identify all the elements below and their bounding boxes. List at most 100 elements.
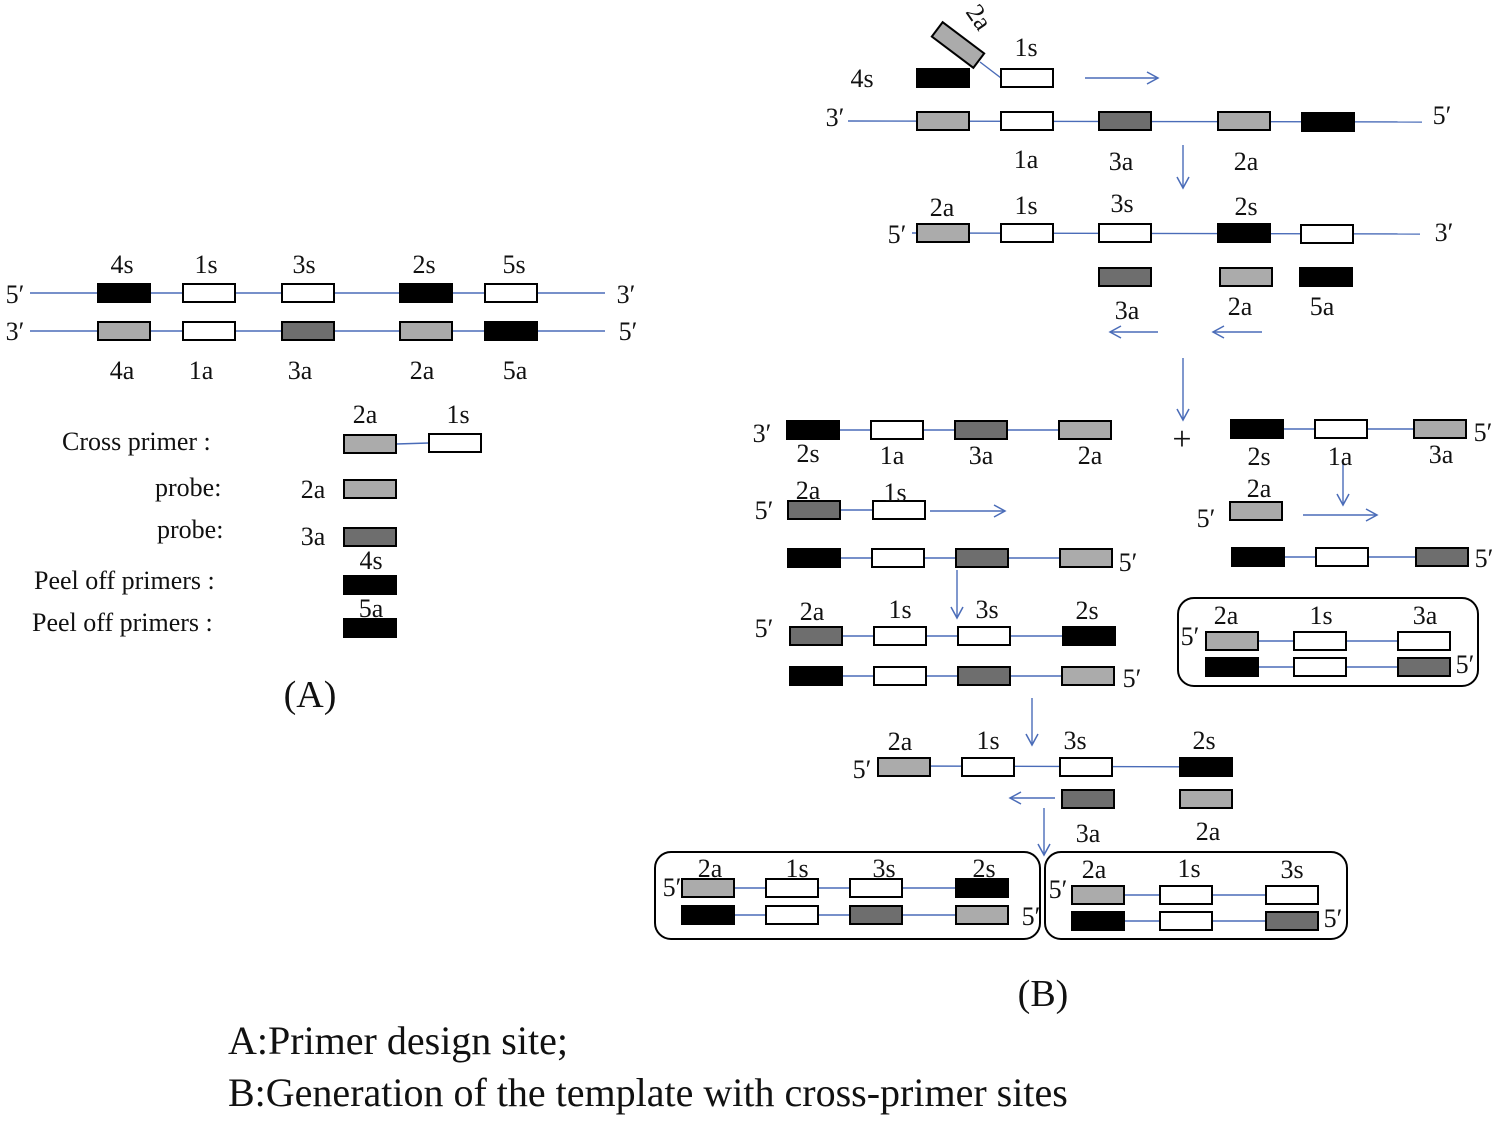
primer-site-box <box>849 878 903 898</box>
primer-site-box <box>957 626 1011 646</box>
primer-site-box <box>1315 547 1369 567</box>
site-label: 2a <box>301 475 326 504</box>
primer-site-box <box>955 878 1009 898</box>
primer-site-box <box>871 548 925 568</box>
product-frame <box>654 851 1041 940</box>
site-label: 3a <box>288 356 313 385</box>
site-label: 3′ <box>6 317 25 346</box>
site-label: 3a <box>1076 819 1101 848</box>
direction-arrows <box>930 71 1379 857</box>
strand-line <box>395 442 430 445</box>
primer-site-box <box>343 618 397 638</box>
primer-site-box <box>955 905 1009 925</box>
site-label: 2a <box>800 597 825 626</box>
site-label: 2a <box>1078 441 1103 470</box>
site-label: 1a <box>880 441 905 470</box>
site-label: 5′ <box>1433 101 1452 130</box>
primer-site-box <box>1229 501 1283 521</box>
primer-site-box <box>1059 757 1113 777</box>
site-label: 2a <box>1196 817 1221 846</box>
site-label: 1s <box>1177 854 1200 883</box>
site-label: 3s <box>1280 855 1303 884</box>
site-label: 2a <box>1247 474 1272 503</box>
primer-site-box <box>1301 112 1355 132</box>
site-label: 1s <box>1014 33 1037 62</box>
primer-site-box <box>1159 885 1213 905</box>
site-label: 3a <box>1115 296 1140 325</box>
site-label: 5′ <box>1324 904 1343 933</box>
site-label: 2s <box>1234 192 1257 221</box>
site-label: 5′ <box>619 317 638 346</box>
primer-site-box <box>870 420 924 440</box>
site-label: 5′ <box>1119 548 1138 577</box>
site-label: 1s <box>1014 191 1037 220</box>
primer-site-box <box>343 434 397 454</box>
primer-site-box <box>1071 911 1125 931</box>
site-label: 2a <box>1228 292 1253 321</box>
site-label: 5′ <box>755 614 774 643</box>
primer-site-box <box>1071 885 1125 905</box>
primer-site-box <box>343 527 397 547</box>
strand-lines <box>30 61 1450 922</box>
primer-site-box <box>97 321 151 341</box>
caption: A:Primer design site; <box>228 1018 568 1063</box>
site-label: 5′ <box>6 280 25 309</box>
labels: 5′ 3′ 3′ 5′ 4s 1s 3s 2s 5s 4a 1a 3a 2a 5a Cross primer… <box>6 0 1494 1115</box>
site-label: 2a <box>1234 147 1259 176</box>
site-label: 2a <box>796 476 821 505</box>
primer-site-box <box>1000 111 1054 131</box>
site-label: Cross primer : <box>62 427 211 456</box>
primer-site-box <box>1231 547 1285 567</box>
primer-site-box <box>877 757 931 777</box>
site-label: 3a <box>969 441 994 470</box>
primer-site-box <box>1300 224 1354 244</box>
primer-site-box <box>1265 885 1319 905</box>
panel-label: (A) <box>284 674 337 716</box>
primer-site-box <box>765 905 819 925</box>
site-label: 5′ <box>1474 418 1493 447</box>
primer-site-box <box>1293 631 1347 651</box>
primer-site-box <box>1299 267 1353 287</box>
primer-site-box <box>1000 68 1054 88</box>
site-label: 5′ <box>853 755 872 784</box>
site-label: 2a <box>410 356 435 385</box>
primer-site-box <box>343 575 397 595</box>
result-frames <box>654 597 1479 940</box>
primer-site-box <box>343 479 397 499</box>
primer-site-box <box>1179 757 1233 777</box>
site-label: 3a <box>301 522 326 551</box>
site-label: 1s <box>446 400 469 429</box>
primer-site-box <box>957 666 1011 686</box>
primer-site-box <box>1314 419 1368 439</box>
site-label: 3s <box>1110 189 1133 218</box>
primer-site-box <box>428 433 482 453</box>
site-label: 5′ <box>1049 875 1068 904</box>
site-label: 5′ <box>1123 664 1142 693</box>
site-label: 2s <box>412 250 435 279</box>
primer-site-box <box>765 878 819 898</box>
caption: B:Generation of the template with cross-… <box>228 1070 1068 1115</box>
site-label: 5s <box>502 250 525 279</box>
site-label: 2s <box>1075 596 1098 625</box>
primer-site-box <box>484 283 538 303</box>
primer-site-box <box>1098 267 1152 287</box>
primer-site-box <box>872 500 926 520</box>
site-label: 3′ <box>753 419 772 448</box>
site-label: 4s <box>110 250 133 279</box>
site-label: 5′ <box>1456 650 1475 679</box>
product-frame <box>1177 597 1479 687</box>
primer-site-box <box>1265 911 1319 931</box>
site-label: 1s <box>888 595 911 624</box>
primer-site-box <box>1179 789 1233 809</box>
primer-site-box <box>916 111 970 131</box>
site-label: 3s <box>872 854 895 883</box>
site-label: 5′ <box>1475 544 1494 573</box>
site-label: 1a <box>189 356 214 385</box>
primer-sites <box>97 20 1469 931</box>
primer-site-box <box>789 666 843 686</box>
site-label: 2s <box>1192 726 1215 755</box>
primer-site-box <box>849 905 903 925</box>
primer-site-box <box>182 283 236 303</box>
primer-site-box <box>955 548 1009 568</box>
primer-site-box <box>916 223 970 243</box>
